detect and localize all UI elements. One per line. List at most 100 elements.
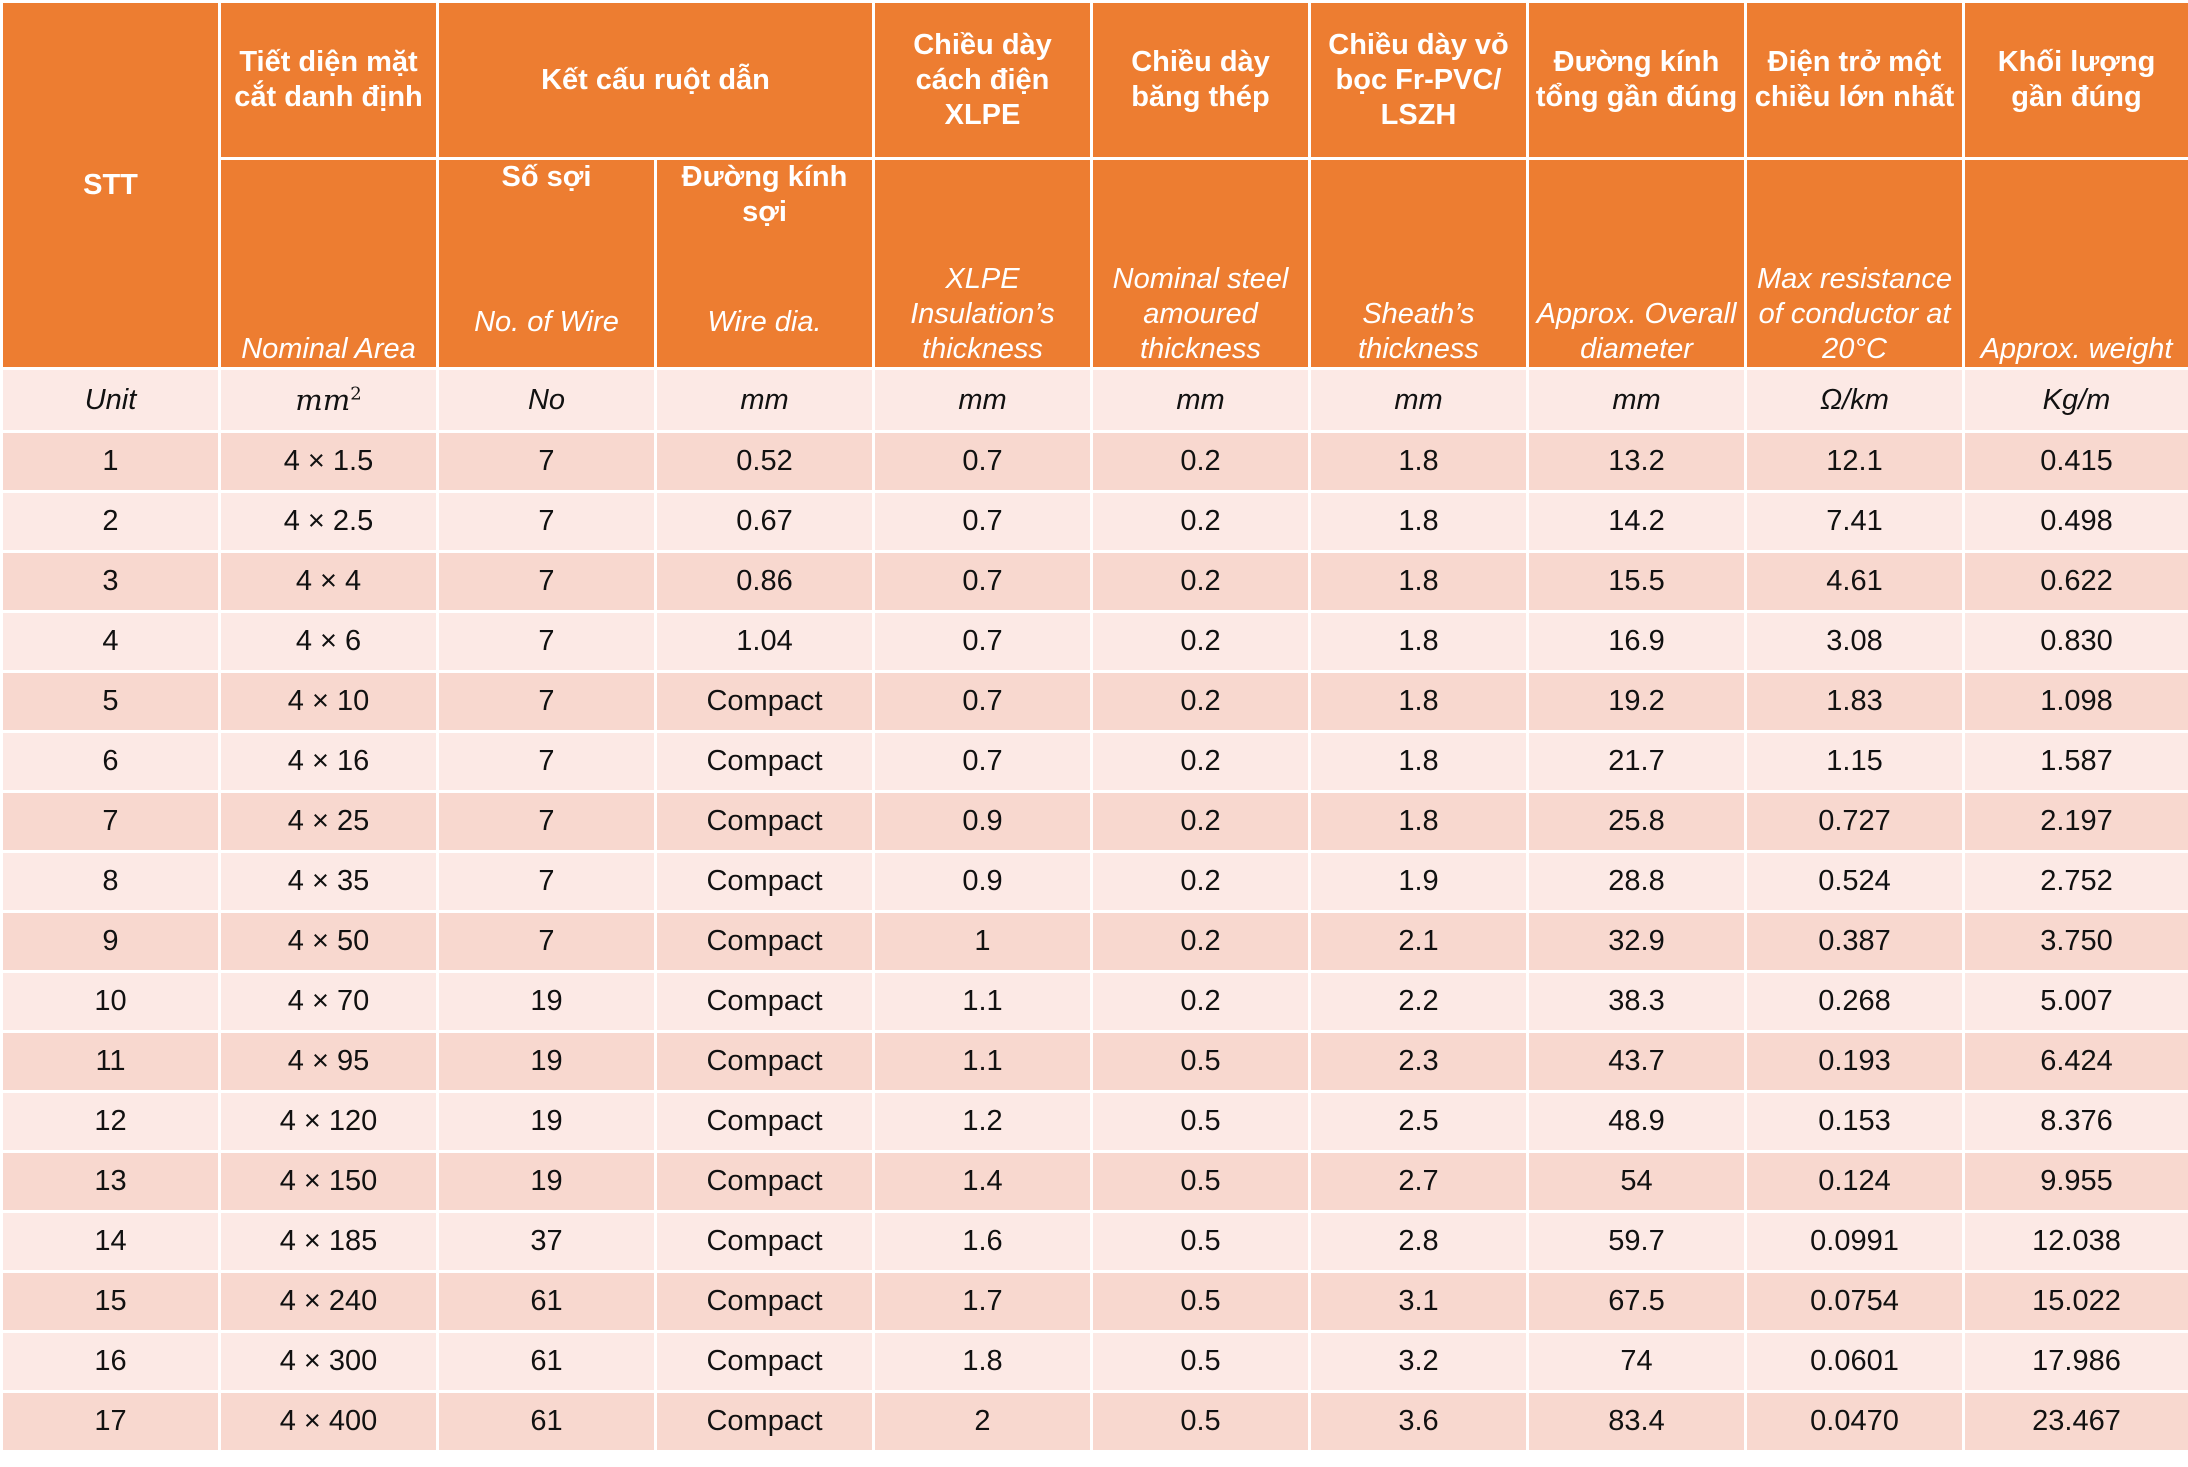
sheath-cell: 2.3 xyxy=(1308,1030,1529,1093)
steel-thickness-header-en: Nominal steel amoured thickness xyxy=(1090,157,1311,370)
wire-dia-cell: Compact xyxy=(654,1210,875,1273)
unit-xlpe: mm xyxy=(872,367,1093,433)
area-cell: 4 × 35 xyxy=(218,850,439,913)
sheath-cell: 1.8 xyxy=(1308,490,1529,553)
weight-cell: 1.098 xyxy=(1962,670,2188,733)
weight-cell: 2.197 xyxy=(1962,790,2188,853)
overall-cell: 48.9 xyxy=(1526,1090,1747,1153)
steel-cell: 0.2 xyxy=(1090,670,1311,733)
sheath-cell: 1.8 xyxy=(1308,550,1529,613)
overall-cell: 21.7 xyxy=(1526,730,1747,793)
weight-cell: 0.622 xyxy=(1962,550,2188,613)
wire-dia-cell: 0.67 xyxy=(654,490,875,553)
unit-area: mm2 xyxy=(218,367,439,433)
resistance-cell: 1.15 xyxy=(1744,730,1965,793)
xlpe-cell: 0.7 xyxy=(872,730,1093,793)
table-row: 15 4 × 240 61 Compact 1.7 0.5 3.1 67.5 0.0754 15.… xyxy=(0,1270,2188,1333)
resistance-cell: 0.0601 xyxy=(1744,1330,1965,1393)
stt-cell: 13 xyxy=(0,1150,221,1213)
steel-cell: 0.5 xyxy=(1090,1330,1311,1393)
steel-cell: 0.2 xyxy=(1090,970,1311,1033)
overall-cell: 54 xyxy=(1526,1150,1747,1213)
weight-cell: 9.955 xyxy=(1962,1150,2188,1213)
sheath-cell: 1.8 xyxy=(1308,790,1529,853)
wire-dia-cell: Compact xyxy=(654,1150,875,1213)
overall-cell: 28.8 xyxy=(1526,850,1747,913)
wire-dia-cell: Compact xyxy=(654,1390,875,1453)
overall-cell: 59.7 xyxy=(1526,1210,1747,1273)
overall-diameter-header-en: Approx. Overall diameter xyxy=(1526,157,1747,370)
steel-cell: 0.5 xyxy=(1090,1030,1311,1093)
table-row: 10 4 × 70 19 Compact 1.1 0.2 2.2 38.3 0.268 5.007 xyxy=(0,970,2188,1033)
sheath-cell: 2.5 xyxy=(1308,1090,1529,1153)
overall-cell: 83.4 xyxy=(1526,1390,1747,1453)
stt-cell: 16 xyxy=(0,1330,221,1393)
sheath-thickness-header-en: Sheath’s thickness xyxy=(1308,157,1529,370)
overall-cell: 19.2 xyxy=(1526,670,1747,733)
xlpe-cell: 1.6 xyxy=(872,1210,1093,1273)
steel-cell: 0.5 xyxy=(1090,1150,1311,1213)
resistance-header-vi: Điện trở một chiều lớn nhất xyxy=(1744,0,1965,160)
xlpe-cell: 2 xyxy=(872,1390,1093,1453)
wire-dia-cell: Compact xyxy=(654,1030,875,1093)
sheath-cell: 3.6 xyxy=(1308,1390,1529,1453)
resistance-cell: 0.727 xyxy=(1744,790,1965,853)
unit-wires: No xyxy=(436,367,657,433)
resistance-cell: 0.124 xyxy=(1744,1150,1965,1213)
unit-resistance: Ω/km xyxy=(1744,367,1965,433)
area-cell: 4 × 25 xyxy=(218,790,439,853)
stt-header: STT xyxy=(0,0,221,370)
area-cell: 4 × 300 xyxy=(218,1330,439,1393)
sheath-cell: 1.8 xyxy=(1308,670,1529,733)
resistance-cell: 0.268 xyxy=(1744,970,1965,1033)
table-row: 12 4 × 120 19 Compact 1.2 0.5 2.5 48.9 0.153 8.37… xyxy=(0,1090,2188,1153)
sheath-cell: 2.2 xyxy=(1308,970,1529,1033)
conductor-structure-header: Kết cấu ruột dẫn xyxy=(436,0,875,160)
weight-cell: 1.587 xyxy=(1962,730,2188,793)
wires-cell: 7 xyxy=(436,550,657,613)
unit-wire-dia: mm xyxy=(654,367,875,433)
wires-cell: 7 xyxy=(436,910,657,973)
xlpe-cell: 1.7 xyxy=(872,1270,1093,1333)
sheath-cell: 2.8 xyxy=(1308,1210,1529,1273)
wire-dia-cell: Compact xyxy=(654,730,875,793)
area-cell: 4 × 6 xyxy=(218,610,439,673)
header-row-english: Nominal Area Số sợi No. of Wire Đường kí… xyxy=(2,157,2188,370)
overall-cell: 15.5 xyxy=(1526,550,1747,613)
wire-dia-cell: Compact xyxy=(654,850,875,913)
stt-cell: 12 xyxy=(0,1090,221,1153)
steel-cell: 0.2 xyxy=(1090,610,1311,673)
wires-cell: 19 xyxy=(436,1150,657,1213)
table-row: 17 4 × 400 61 Compact 2 0.5 3.6 83.4 0.0470 23.46… xyxy=(0,1390,2188,1453)
wires-cell: 19 xyxy=(436,1090,657,1153)
xlpe-cell: 0.7 xyxy=(872,490,1093,553)
steel-cell: 0.2 xyxy=(1090,430,1311,493)
unit-area-base: mm xyxy=(295,383,351,417)
resistance-cell: 0.0991 xyxy=(1744,1210,1965,1273)
resistance-cell: 0.193 xyxy=(1744,1030,1965,1093)
resistance-cell: 3.08 xyxy=(1744,610,1965,673)
wire-dia-cell: 1.04 xyxy=(654,610,875,673)
stt-cell: 1 xyxy=(0,430,221,493)
stt-cell: 5 xyxy=(0,670,221,733)
xlpe-cell: 0.7 xyxy=(872,610,1093,673)
resistance-cell: 0.0754 xyxy=(1744,1270,1965,1333)
weight-cell: 0.498 xyxy=(1962,490,2188,553)
wires-header-en: No. of Wire xyxy=(474,306,619,338)
sheath-cell: 3.2 xyxy=(1308,1330,1529,1393)
sheath-cell: 1.8 xyxy=(1308,610,1529,673)
table-row: 16 4 × 300 61 Compact 1.8 0.5 3.2 74 0.0601 17.98… xyxy=(0,1330,2188,1393)
resistance-cell: 12.1 xyxy=(1744,430,1965,493)
xlpe-cell: 1.2 xyxy=(872,1090,1093,1153)
overall-cell: 14.2 xyxy=(1526,490,1747,553)
weight-cell: 15.022 xyxy=(1962,1270,2188,1333)
wire-dia-cell: Compact xyxy=(654,970,875,1033)
wires-cell: 61 xyxy=(436,1390,657,1453)
